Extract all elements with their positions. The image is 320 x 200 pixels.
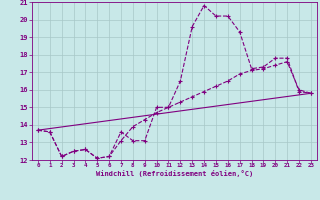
X-axis label: Windchill (Refroidissement éolien,°C): Windchill (Refroidissement éolien,°C)	[96, 170, 253, 177]
